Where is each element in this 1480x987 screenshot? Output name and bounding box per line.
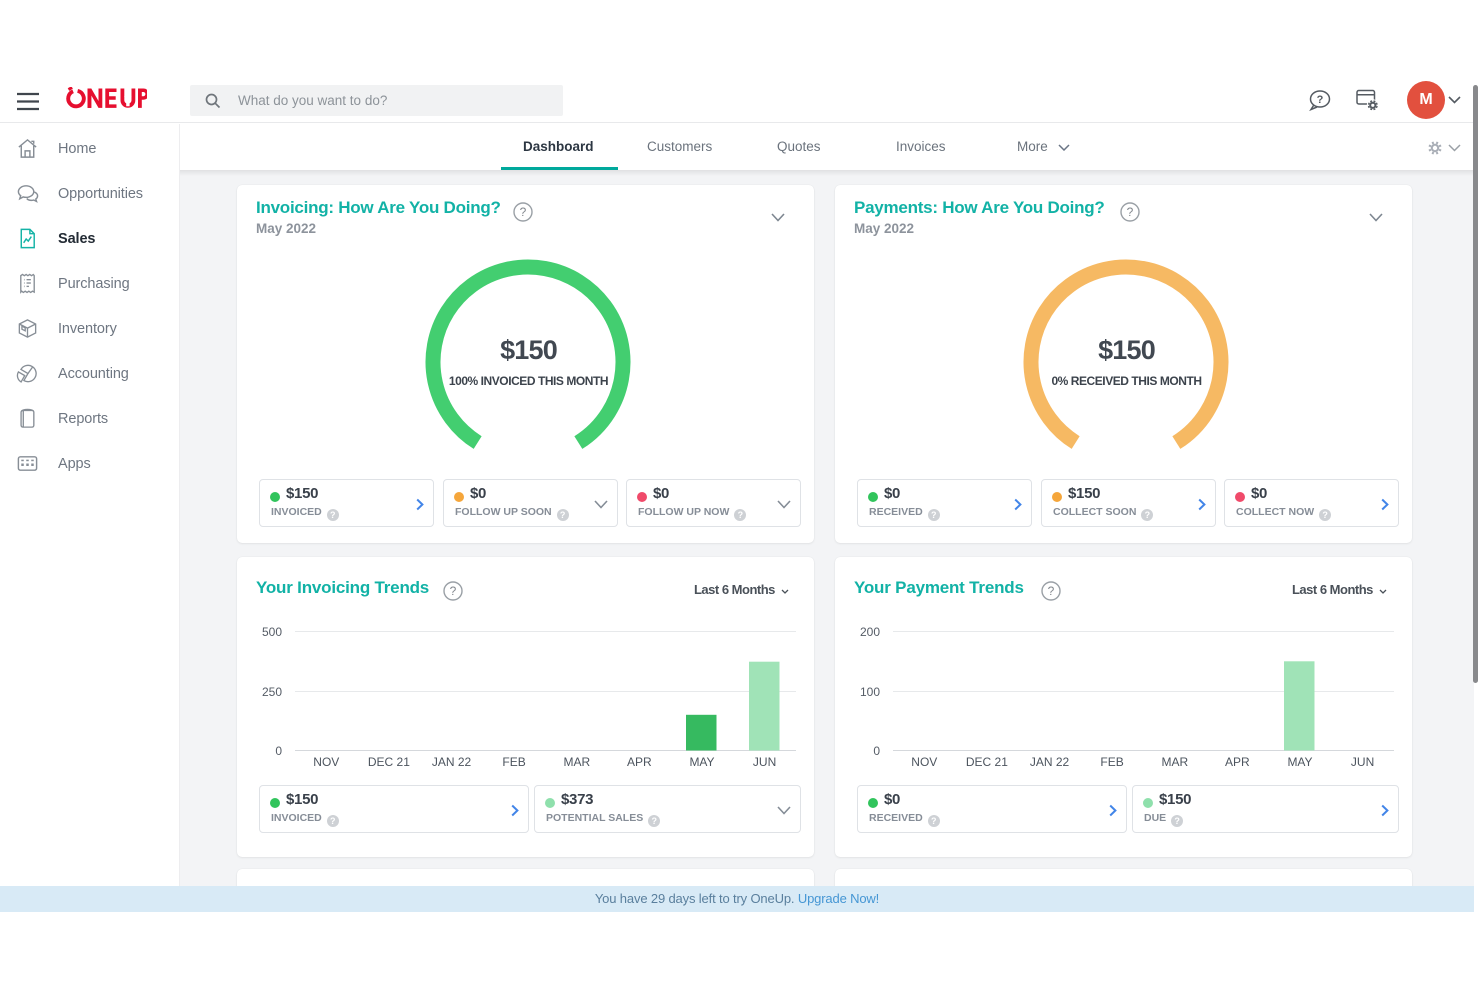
svg-text:JAN 22: JAN 22 xyxy=(1030,755,1070,769)
svg-text:?: ? xyxy=(1127,205,1134,219)
svg-text:100: 100 xyxy=(860,685,880,699)
svg-text:500: 500 xyxy=(262,625,282,639)
svg-text:FEB: FEB xyxy=(1100,755,1123,769)
svg-text:MAY: MAY xyxy=(689,755,714,769)
svg-text:200: 200 xyxy=(860,625,880,639)
svg-text:JAN 22: JAN 22 xyxy=(432,755,472,769)
svg-text:0: 0 xyxy=(275,744,282,758)
svg-text:MAR: MAR xyxy=(1161,755,1188,769)
svg-text:?: ? xyxy=(450,584,457,598)
svg-text:?: ? xyxy=(520,205,527,219)
svg-text:NOV: NOV xyxy=(313,755,339,769)
svg-text:JUN: JUN xyxy=(753,755,776,769)
svg-text:APR: APR xyxy=(1225,755,1250,769)
svg-text:MAR: MAR xyxy=(563,755,590,769)
svg-text:?: ? xyxy=(1048,584,1055,598)
svg-text:NOV: NOV xyxy=(911,755,937,769)
svg-text:DEC 21: DEC 21 xyxy=(966,755,1008,769)
svg-text:DEC 21: DEC 21 xyxy=(368,755,410,769)
svg-text:APR: APR xyxy=(627,755,652,769)
svg-text:0: 0 xyxy=(873,744,880,758)
svg-text:250: 250 xyxy=(262,685,282,699)
svg-text:JUN: JUN xyxy=(1351,755,1374,769)
svg-text:?: ? xyxy=(1317,94,1324,106)
svg-text:FEB: FEB xyxy=(502,755,525,769)
svg-text:MAY: MAY xyxy=(1287,755,1312,769)
